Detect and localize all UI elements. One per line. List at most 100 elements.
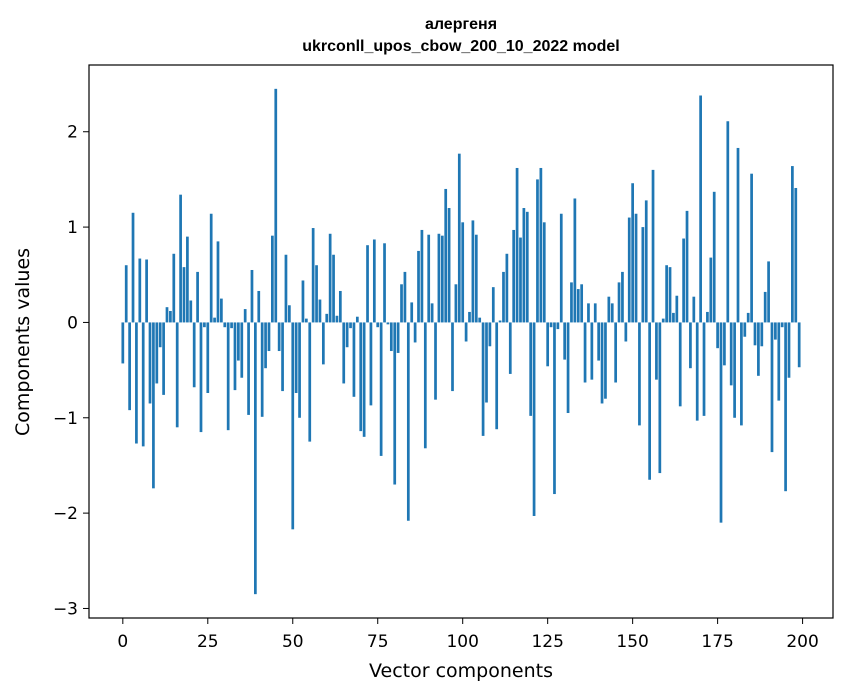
bar [733, 322, 736, 418]
bar [430, 303, 434, 323]
bar [335, 315, 339, 323]
bar [410, 302, 414, 323]
bar [152, 322, 155, 489]
bar [712, 191, 716, 323]
bar [648, 322, 651, 480]
bar [349, 322, 352, 329]
bar [702, 322, 706, 416]
bar [230, 322, 233, 329]
x-tick-label: 150 [616, 632, 648, 652]
bar [661, 318, 665, 323]
bar [774, 322, 777, 340]
bar [597, 322, 601, 361]
bar [454, 284, 458, 323]
bar [590, 322, 594, 380]
bar [393, 322, 397, 485]
bar [135, 322, 138, 444]
bar [175, 322, 179, 428]
bar [539, 167, 543, 323]
plot-frame [88, 64, 834, 619]
bar [570, 282, 573, 323]
bar [610, 303, 614, 323]
bar [580, 284, 584, 323]
bar [257, 290, 261, 323]
bar [315, 265, 318, 323]
bar [787, 322, 791, 378]
bar [237, 322, 240, 361]
bar [179, 194, 182, 323]
bar [359, 322, 363, 432]
bar [420, 229, 424, 323]
bar [478, 317, 482, 323]
bar [682, 238, 685, 323]
bar [709, 257, 713, 323]
bar [607, 296, 611, 323]
bar [427, 234, 431, 323]
bar [508, 322, 512, 374]
bar [318, 299, 322, 323]
x-tick-label: 50 [282, 632, 304, 652]
bar [553, 322, 556, 495]
bar [203, 322, 206, 328]
bar [304, 318, 308, 323]
bar [372, 239, 376, 323]
bar [624, 322, 628, 342]
bar [434, 322, 437, 400]
bar [617, 282, 621, 323]
bar [651, 169, 655, 323]
bar [189, 300, 193, 323]
bar [389, 322, 393, 352]
bar [138, 258, 142, 323]
bar [451, 322, 454, 392]
bar [209, 213, 213, 323]
bar [502, 271, 505, 323]
bar [366, 245, 369, 323]
bar [379, 322, 383, 456]
bar [604, 322, 607, 399]
bar [128, 322, 131, 411]
bar [699, 95, 702, 323]
bar [277, 322, 281, 352]
bar [131, 212, 135, 323]
bar [413, 322, 417, 343]
bar [243, 309, 247, 323]
bar [587, 303, 590, 323]
bar [536, 179, 539, 323]
y-axis-ticks: −3 −2 −1 0 1 2 [53, 123, 89, 619]
x-tick-label: 175 [701, 632, 733, 652]
bar [216, 241, 220, 323]
bar [461, 222, 465, 323]
bar [124, 265, 128, 323]
bar [498, 320, 502, 323]
x-axis-label: Vector components [369, 660, 553, 682]
bar [264, 322, 267, 369]
bar [491, 287, 495, 323]
bar [362, 322, 366, 437]
bar [665, 265, 668, 323]
bar [750, 173, 753, 323]
bar [444, 188, 448, 323]
bar [169, 310, 172, 323]
bar [634, 213, 638, 323]
bar [240, 322, 244, 378]
bar [172, 253, 176, 323]
bar [716, 322, 719, 349]
bar [301, 280, 305, 323]
bar [155, 322, 159, 384]
bar [740, 322, 743, 426]
bar [474, 234, 478, 323]
bar [621, 271, 624, 323]
x-tick-label: 25 [197, 632, 219, 652]
bar [369, 322, 373, 406]
bar [386, 322, 390, 325]
bar [298, 322, 301, 418]
bar [281, 322, 284, 392]
bar [254, 322, 257, 595]
bar [736, 147, 740, 323]
bar [791, 166, 794, 323]
bar [192, 322, 196, 388]
bar [692, 296, 696, 323]
bar [556, 322, 560, 330]
